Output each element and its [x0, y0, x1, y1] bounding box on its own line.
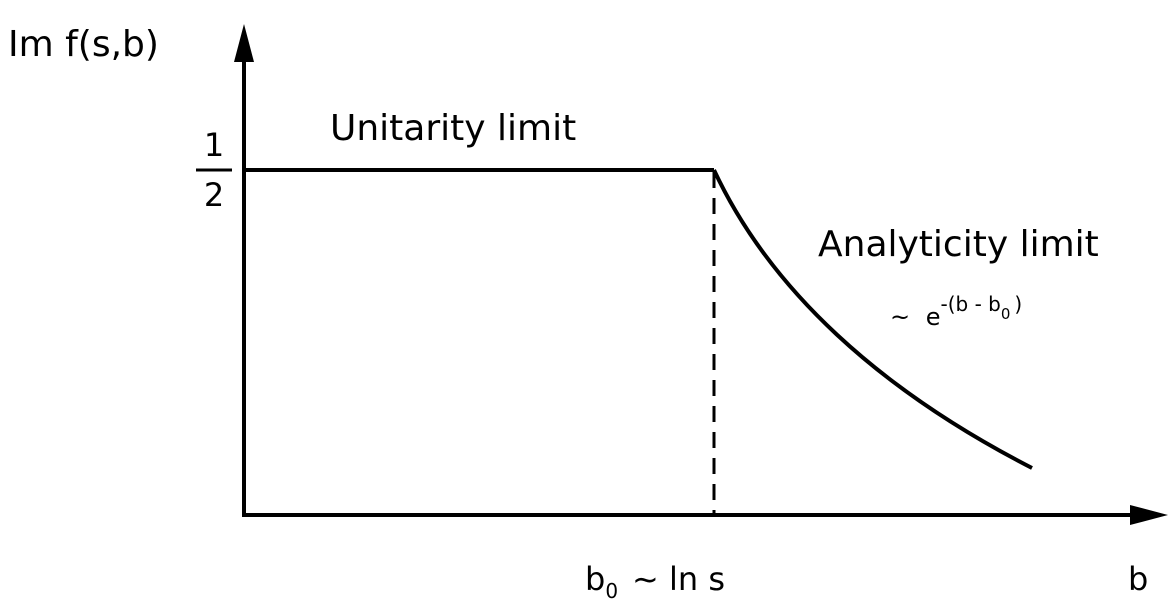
- falloff-base: e: [926, 303, 941, 331]
- y-axis-arrow: [234, 24, 254, 62]
- analyticity-curve: [712, 169, 1033, 470]
- falloff-sup-end: ): [1014, 292, 1022, 316]
- falloff-sup-sub: 0: [1001, 305, 1011, 323]
- analyticity-label: Analyticity limit: [818, 224, 1099, 265]
- falloff-label: ~ e-(b - b0): [890, 292, 1022, 331]
- x-tick-sub: 0: [605, 579, 618, 603]
- unitarity-label: Unitarity limit: [330, 108, 576, 149]
- x-tick-base: b: [585, 560, 605, 598]
- falloff-prefix: ~: [890, 303, 910, 331]
- y-axis-label: Im f(s,b): [8, 24, 159, 65]
- y-tick-numerator: 1: [204, 126, 224, 164]
- x-tick-label: b0 ~ ln s: [585, 560, 725, 603]
- y-tick-denominator: 2: [204, 176, 224, 214]
- x-axis-label: b: [1128, 560, 1148, 598]
- x-axis-arrow: [1130, 505, 1168, 525]
- falloff-sup: -(b - b: [941, 292, 1001, 316]
- x-tick-rest: ~ ln s: [632, 560, 725, 598]
